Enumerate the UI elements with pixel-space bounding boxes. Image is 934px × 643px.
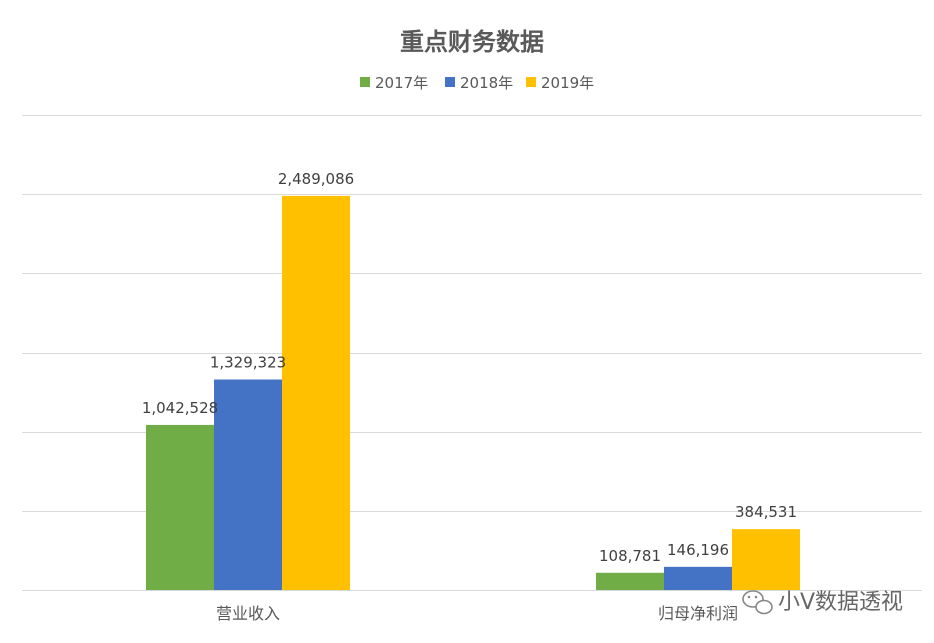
category-label: 归母净利润 bbox=[658, 604, 738, 623]
legend: 2017年 2018年 2019年 bbox=[360, 74, 594, 92]
data-labels: 1,042,528 1,329,323 2,489,086 108,781 146,19… bbox=[142, 170, 797, 565]
data-label: 384,531 bbox=[735, 503, 797, 521]
wechat-icon bbox=[742, 590, 773, 615]
legend-label-2019: 2019年 bbox=[541, 74, 594, 92]
category-labels: 营业收入 归母净利润 bbox=[216, 604, 738, 623]
bar bbox=[214, 379, 282, 590]
bar bbox=[732, 529, 800, 590]
data-label: 1,329,323 bbox=[210, 354, 286, 372]
category-label: 营业收入 bbox=[216, 604, 280, 623]
chart-title: 重点财务数据 bbox=[400, 27, 544, 56]
legend-label-2018: 2018年 bbox=[460, 74, 513, 92]
bar bbox=[282, 195, 350, 590]
data-label: 146,196 bbox=[667, 541, 729, 559]
legend-swatch-2019 bbox=[526, 77, 536, 87]
legend-swatch-2017 bbox=[360, 77, 370, 87]
legend-swatch-2018 bbox=[445, 77, 455, 87]
bar bbox=[596, 572, 664, 590]
legend-label-2017: 2017年 bbox=[375, 74, 428, 92]
data-label: 108,781 bbox=[599, 547, 661, 565]
data-label: 2,489,086 bbox=[278, 170, 354, 188]
data-label: 1,042,528 bbox=[142, 399, 218, 417]
watermark: 小V数据透视 bbox=[742, 590, 903, 615]
bar bbox=[664, 566, 732, 590]
bar bbox=[146, 424, 214, 590]
watermark-text: 小V数据透视 bbox=[778, 590, 903, 615]
bars bbox=[146, 195, 800, 590]
